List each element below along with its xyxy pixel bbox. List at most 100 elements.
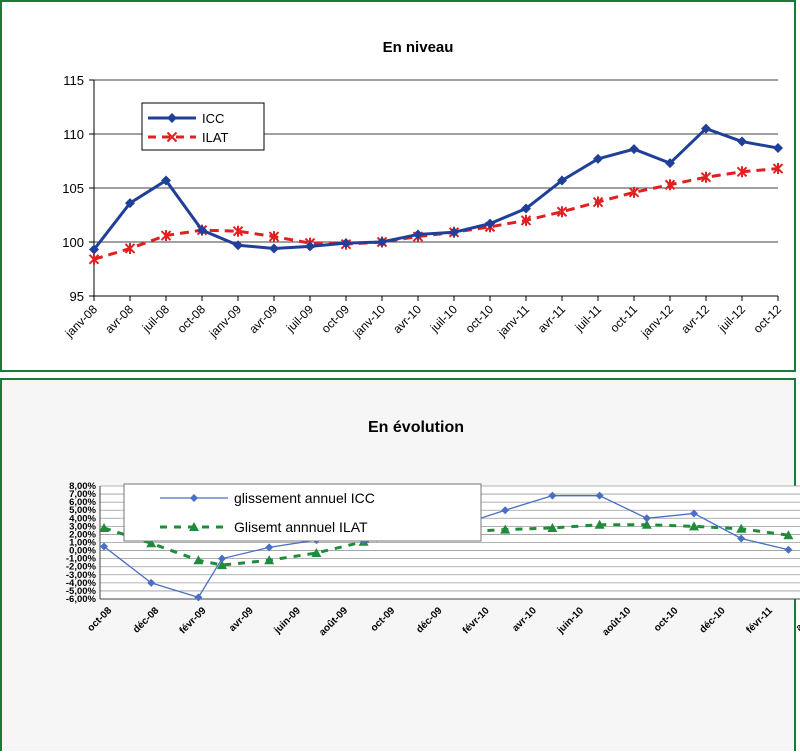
y-tick-label: 0,00% bbox=[69, 546, 96, 557]
data-point-ilat bbox=[700, 171, 712, 183]
chart-panel-niveau: En niveau 95 100 105 110 115 janv-08 avr-08 juil… bbox=[0, 0, 796, 372]
x-tick-label: juil-10 bbox=[427, 302, 460, 335]
chart-evolution: En évolution -6,00%-5,00%-4,00%-3,00%-2,0… bbox=[66, 419, 800, 638]
x-tick-label: juin-10 bbox=[555, 605, 587, 637]
data-point-icc bbox=[501, 506, 510, 515]
data-point-icc bbox=[89, 244, 99, 255]
y-tick-label: 110 bbox=[63, 127, 84, 142]
data-point-icc bbox=[701, 123, 711, 134]
x-tick-label: oct-08 bbox=[86, 605, 115, 634]
x-tick-label: janv-12 bbox=[638, 302, 677, 341]
data-point-icc bbox=[194, 593, 203, 602]
y-tick-label: 6,00% bbox=[69, 497, 96, 508]
data-point-icc bbox=[147, 578, 156, 587]
x-tick-label: janv-11 bbox=[494, 302, 532, 340]
data-point-icc bbox=[629, 144, 639, 155]
data-point-ilat bbox=[193, 555, 204, 565]
data-point-ilat bbox=[783, 530, 794, 540]
y-tick-label: 1,00% bbox=[69, 538, 96, 549]
data-point-icc bbox=[100, 542, 108, 551]
x-tick-label: avr-12 bbox=[678, 302, 712, 336]
y-tick-label: -1,00% bbox=[66, 554, 97, 565]
data-point-icc bbox=[305, 241, 315, 252]
data-point-icc bbox=[773, 143, 783, 154]
data-point-ilat bbox=[628, 186, 640, 198]
data-point-icc bbox=[737, 136, 747, 147]
data-point-icc bbox=[161, 175, 171, 186]
data-point-ilat bbox=[664, 179, 676, 191]
data-point-ilat bbox=[520, 214, 532, 226]
x-tick-label: août-10 bbox=[600, 605, 633, 638]
data-point-ilat bbox=[264, 555, 275, 565]
data-point-ilat bbox=[160, 230, 172, 242]
series-line-icc bbox=[92, 126, 779, 251]
x-tick-label: janv-10 bbox=[350, 302, 389, 341]
legend-marker-ilat bbox=[189, 522, 199, 531]
x-tick-label: déc-08 bbox=[131, 605, 161, 635]
data-point-icc bbox=[784, 545, 793, 554]
data-point-ilat bbox=[268, 231, 280, 243]
data-point-ilat bbox=[146, 538, 157, 548]
data-point-ilat bbox=[641, 519, 652, 529]
data-point-ilat bbox=[736, 166, 748, 178]
y-tick-label: 2,00% bbox=[69, 529, 96, 540]
x-tick-label: févr-11 bbox=[744, 605, 775, 636]
x-tick-label: avr-10 bbox=[510, 605, 539, 634]
legend-marker-icc bbox=[190, 494, 198, 502]
data-point-icc bbox=[233, 240, 243, 251]
data-point-icc bbox=[218, 554, 226, 563]
x-tick-label: juin-09 bbox=[272, 605, 304, 637]
x-tick-label: avr-09 bbox=[227, 605, 256, 634]
data-point-ilat bbox=[124, 242, 136, 254]
legend-label-ilat: ILAT bbox=[202, 130, 229, 145]
y-tick-label: -5,00% bbox=[66, 586, 97, 597]
y-tick-label: -3,00% bbox=[66, 570, 97, 581]
x-tick-label: juil-12 bbox=[715, 302, 748, 335]
data-point-icc bbox=[521, 203, 531, 214]
data-point-icc bbox=[449, 227, 459, 238]
x-tick-label: oct-11 bbox=[607, 302, 640, 335]
x-tick-label: déc-10 bbox=[698, 605, 728, 635]
y-tick-label: -2,00% bbox=[66, 562, 97, 573]
legend-label-icc: glissement annuel ICC bbox=[234, 490, 375, 506]
y-tick-label: 100 bbox=[62, 235, 84, 250]
data-point-icc bbox=[413, 229, 423, 240]
y-tick-label: 115 bbox=[63, 73, 84, 88]
chart-title: En évolution bbox=[368, 419, 464, 436]
data-point-icc bbox=[690, 509, 698, 518]
x-tick-label: févr-09 bbox=[178, 605, 209, 636]
x-tick-label: oct-09 bbox=[369, 605, 398, 634]
data-point-icc bbox=[593, 153, 603, 164]
y-tick-label: 5,00% bbox=[69, 505, 96, 516]
data-point-ilat bbox=[592, 196, 604, 208]
y-tick-label: -6,00% bbox=[66, 594, 97, 605]
data-point-ilat bbox=[88, 253, 100, 265]
data-point-icc bbox=[557, 175, 567, 186]
legend-marker-ilat bbox=[166, 131, 178, 143]
data-point-icc bbox=[485, 218, 495, 229]
y-tick-label: 4,00% bbox=[69, 513, 96, 524]
data-point-icc bbox=[595, 491, 604, 500]
x-tick-label: juil-08 bbox=[139, 302, 172, 335]
data-point-icc bbox=[548, 491, 557, 500]
data-point-ilat bbox=[689, 521, 699, 531]
x-tick-label: oct-10 bbox=[652, 605, 681, 634]
x-tick-label: oct-10 bbox=[463, 302, 497, 336]
data-point-ilat bbox=[311, 547, 322, 557]
data-point-icc bbox=[197, 225, 207, 236]
x-tick-label: janv-08 bbox=[62, 302, 101, 341]
data-point-ilat bbox=[556, 206, 568, 218]
y-tick-label: 105 bbox=[62, 181, 84, 196]
x-tick-label: oct-08 bbox=[175, 302, 209, 336]
x-tick-label: août-09 bbox=[317, 605, 350, 638]
x-tick-label: oct-09 bbox=[319, 302, 353, 336]
x-tick-label: avr-08 bbox=[102, 302, 136, 336]
data-point-icc bbox=[642, 514, 651, 523]
chart-title: En niveau bbox=[383, 39, 454, 56]
legend-box bbox=[123, 483, 482, 542]
data-point-icc bbox=[665, 158, 675, 169]
y-tick-label: 8,00% bbox=[69, 481, 96, 492]
x-tick-label: juil-09 bbox=[283, 302, 316, 335]
x-tick-label: janv-09 bbox=[206, 302, 245, 341]
